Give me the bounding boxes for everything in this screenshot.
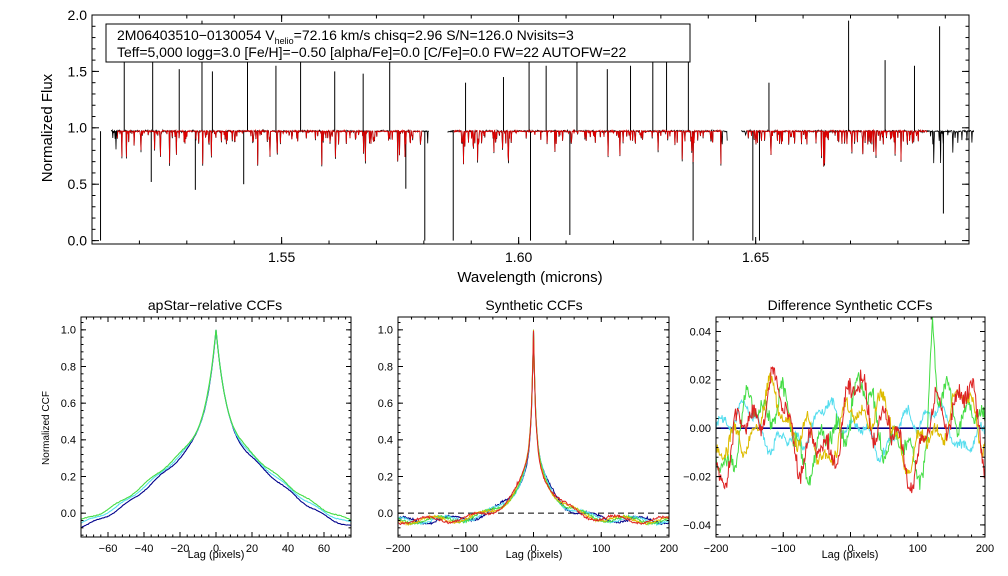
apstar-ccf-line bbox=[81, 329, 352, 528]
synthetic-spectrum-chip bbox=[453, 128, 722, 164]
apstar-ccf-title: apStar−relative CCFs bbox=[148, 297, 282, 313]
y-tick-label: 0.6 bbox=[378, 398, 393, 410]
spectrum-axes-frame bbox=[91, 14, 970, 245]
y-tick-label: 0.6 bbox=[61, 398, 76, 410]
apstar-ccf-ticks: −60 −40 −20 0 20 40 60 0.0 0.2 0.4 0.6 0.8 1.0 bbox=[61, 317, 351, 555]
apstar-ccf-line bbox=[80, 329, 352, 524]
synthetic-ccf-series bbox=[397, 329, 670, 527]
x-tick-label: 40 bbox=[282, 543, 294, 555]
y-tick-label: 0.5 bbox=[68, 176, 88, 192]
x-tick-label: 100 bbox=[592, 543, 610, 555]
annotation-box bbox=[105, 23, 691, 63]
x-tick-label: −200 bbox=[704, 543, 729, 555]
x-tick-label: 60 bbox=[318, 543, 330, 555]
synthetic-ccf-xlabel: Lag (pixels) bbox=[506, 549, 563, 561]
x-tick-label: 200 bbox=[976, 543, 994, 555]
synthetic-ccf-line bbox=[397, 329, 670, 526]
apstar-ccf-series bbox=[80, 329, 352, 528]
x-tick-label: 20 bbox=[246, 543, 258, 555]
synthetic-ccf-line bbox=[397, 329, 670, 526]
synthetic-ccf-ticks: −200 −100 0 100 200 0.0 0.2 0.4 0.6 0.8 1.0 bbox=[378, 317, 678, 555]
annotation-line-1: 2M06403510−0130054 Vhelio=72.16 km/s chi… bbox=[117, 27, 574, 46]
difference-ccf-panel: Difference Synthetic CCFs −200 −100 0 100 20… bbox=[683, 297, 994, 561]
y-tick-label: 0.0 bbox=[378, 508, 393, 520]
synthetic-ccf-line bbox=[397, 330, 670, 526]
difference-ccf-line bbox=[715, 316, 986, 490]
spectrum-ticks: 1.55 1.60 1.65 0.0 0.5 1.0 1.5 2.0 bbox=[68, 7, 969, 265]
y-tick-label: 0.2 bbox=[378, 471, 393, 483]
x-tick-label: −100 bbox=[771, 543, 796, 555]
x-tick-label: −200 bbox=[386, 543, 411, 555]
difference-ccf-series bbox=[715, 316, 986, 494]
y-tick-label: 1.0 bbox=[378, 325, 393, 337]
synthetic-spectrum-series bbox=[116, 128, 928, 166]
x-tick-label: 1.65 bbox=[742, 249, 769, 265]
y-tick-label: 2.0 bbox=[68, 7, 88, 23]
apstar-ccf-axes-frame bbox=[80, 316, 352, 538]
y-tick-label: 0.4 bbox=[61, 435, 76, 447]
x-tick-label: −20 bbox=[171, 543, 190, 555]
synthetic-ccf-line bbox=[397, 329, 670, 527]
x-tick-label: 0 bbox=[213, 543, 219, 555]
x-tick-label: 1.55 bbox=[268, 249, 295, 265]
annotation-stats: =72.16 km/s chisq=2.96 S/N=126.0 Nvisits… bbox=[294, 27, 574, 43]
y-tick-label: 0.0 bbox=[68, 233, 88, 249]
difference-ccf-xlabel: Lag (pixels) bbox=[822, 549, 879, 561]
y-tick-label: 1.0 bbox=[68, 120, 88, 136]
x-tick-label: 0 bbox=[847, 543, 853, 555]
y-tick-label: 0.8 bbox=[378, 361, 393, 373]
x-tick-label: 1.60 bbox=[505, 249, 532, 265]
synthetic-spectrum-chip bbox=[116, 128, 423, 165]
y-tick-label: 0.4 bbox=[378, 435, 393, 447]
apstar-ccf-ylabel: Normalized CCF bbox=[41, 391, 52, 465]
spectrum-ylabel: Normalized Flux bbox=[39, 73, 56, 182]
difference-ccf-line bbox=[715, 372, 986, 475]
x-tick-label: −100 bbox=[453, 543, 478, 555]
y-tick-label: 0.2 bbox=[61, 471, 76, 483]
y-tick-label: 1.0 bbox=[61, 325, 76, 337]
spectrum-xlabel: Wavelength (microns) bbox=[457, 269, 602, 286]
synthetic-ccf-line bbox=[397, 329, 670, 527]
y-tick-label: −0.04 bbox=[683, 520, 711, 532]
x-tick-label: 100 bbox=[909, 543, 927, 555]
y-tick-label: 0.0 bbox=[61, 508, 76, 520]
annotation-star: 2M06403510−0130054 V bbox=[117, 27, 275, 43]
synthetic-ccf-title: Synthetic CCFs bbox=[485, 297, 582, 313]
apstar-ccf-panel: apStar−relative CCFs −60 −40 −20 0 20 40 60 0.0… bbox=[41, 297, 352, 561]
difference-ccf-line bbox=[715, 366, 986, 494]
annotation-line-2: Teff=5,000 logg=3.0 [Fe/H]=−0.50 [alpha/… bbox=[117, 44, 626, 60]
annotation-helio-sub: helio bbox=[275, 36, 294, 46]
apstar-ccf-xlabel: Lag (pixels) bbox=[188, 549, 245, 561]
x-tick-label: −60 bbox=[99, 543, 118, 555]
x-tick-label: −40 bbox=[135, 543, 154, 555]
difference-ccf-title: Difference Synthetic CCFs bbox=[768, 297, 933, 313]
x-tick-label: 0 bbox=[530, 543, 536, 555]
y-tick-label: −0.02 bbox=[683, 471, 711, 483]
y-tick-label: 0.8 bbox=[61, 361, 76, 373]
y-tick-label: 0.02 bbox=[690, 375, 711, 387]
synthetic-spectrum-chip bbox=[746, 128, 928, 166]
y-tick-label: 0.00 bbox=[690, 423, 711, 435]
difference-ccf-ticks: −200 −100 0 100 200 −0.04 −0.02 0.00 0.02 0.04 bbox=[683, 317, 994, 555]
x-tick-label: 200 bbox=[660, 543, 678, 555]
apstar-ccf-line bbox=[80, 329, 352, 521]
y-tick-label: 0.04 bbox=[690, 326, 711, 338]
y-tick-label: 1.5 bbox=[68, 63, 88, 79]
spectrum-panel: 1.55 1.60 1.65 0.0 0.5 1.0 1.5 2.0 Normalized F… bbox=[39, 7, 975, 286]
synthetic-ccf-panel: Synthetic CCFs −200 −100 0 100 200 0.0 0.2 0.4 0… bbox=[378, 297, 678, 561]
